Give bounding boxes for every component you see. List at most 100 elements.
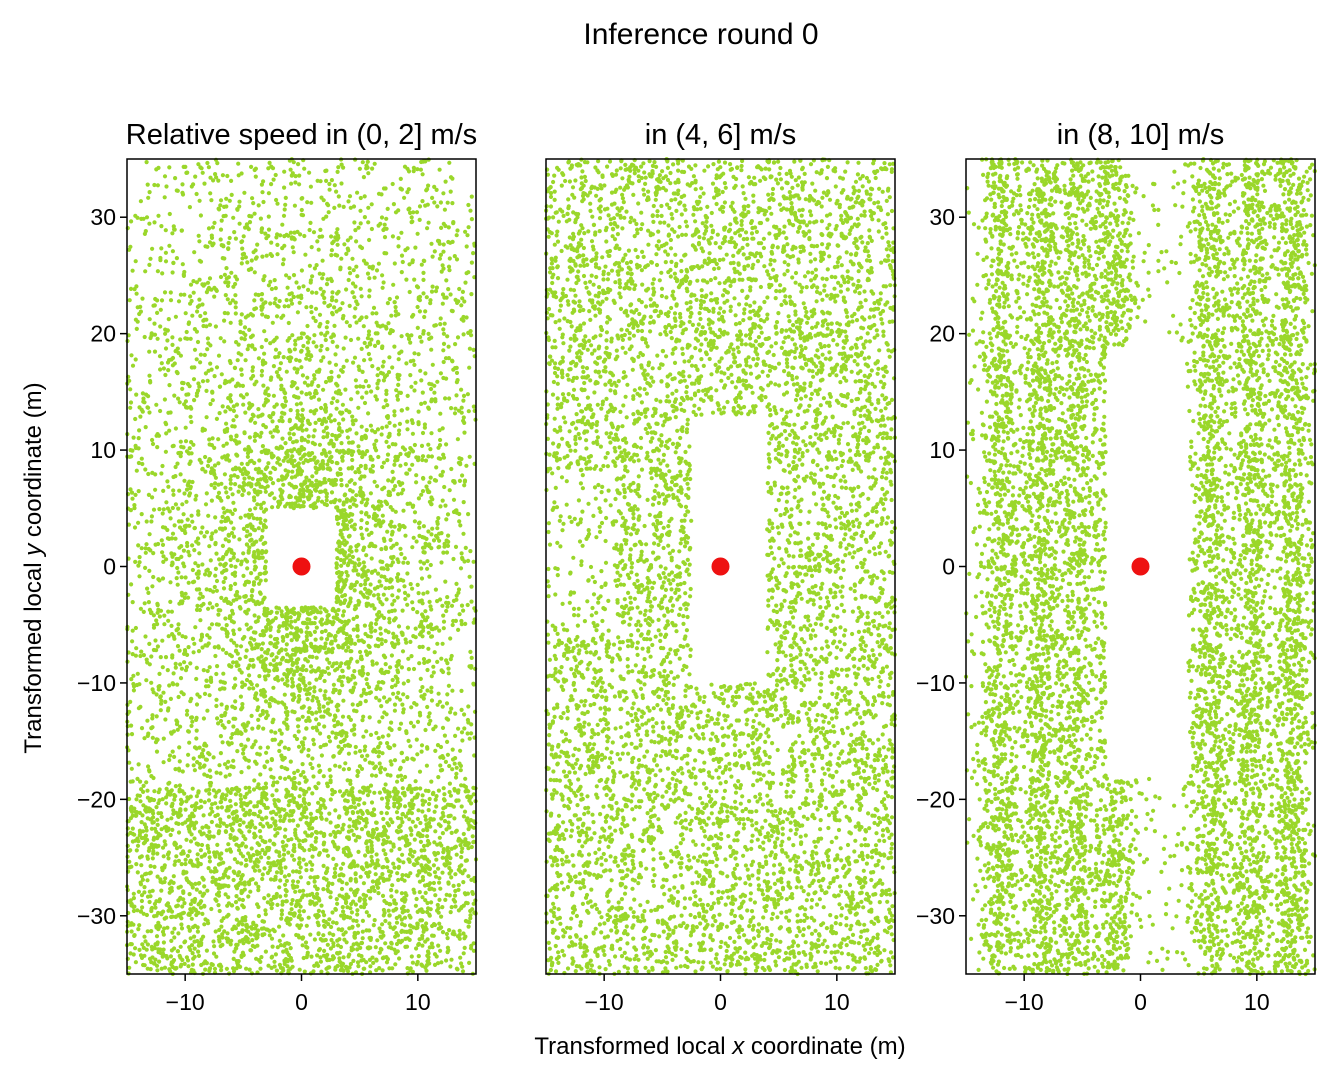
scatter-point [346, 751, 351, 756]
scatter-point [168, 696, 173, 702]
scatter-point [177, 759, 182, 764]
scatter-point [334, 406, 339, 411]
scatter-point [295, 628, 300, 634]
scatter-point [173, 464, 178, 470]
scatter-point [307, 706, 312, 711]
scatter-point [319, 669, 324, 674]
scatter-point [219, 372, 224, 377]
scatter-point [258, 745, 263, 750]
scatter-point [158, 367, 163, 372]
scatter-point [276, 478, 281, 483]
scatter-point [449, 466, 454, 472]
scatter-point [199, 751, 205, 756]
scatter-point [397, 767, 403, 772]
scatter-point [240, 472, 245, 477]
scatter-point [214, 671, 219, 677]
scatter-point [463, 229, 468, 234]
scatter-point [439, 225, 444, 230]
scatter-point [425, 667, 430, 673]
scatter-point [231, 685, 236, 690]
scatter-point [360, 718, 365, 723]
scatter-point [165, 479, 170, 484]
scatter-point [186, 729, 191, 734]
scatter-point [158, 708, 163, 713]
scatter-point [270, 434, 275, 439]
scatter-point [452, 411, 458, 416]
scatter-point [296, 744, 302, 749]
scatter-point [314, 408, 319, 413]
scatter-point [318, 348, 323, 353]
scatter-point [193, 174, 198, 179]
scatter-point [292, 237, 297, 242]
scatter-point [342, 593, 348, 598]
scatter-point [286, 803, 291, 808]
scatter-point [262, 674, 268, 679]
scatter-point [239, 670, 244, 675]
scatter-point [273, 699, 278, 704]
scatter-point [446, 717, 451, 722]
scatter-point [327, 360, 332, 365]
scatter-point [312, 621, 317, 626]
scatter-point [225, 740, 230, 745]
scatter-point [226, 895, 231, 900]
scatter-point [226, 884, 231, 889]
scatter-point [381, 280, 386, 285]
scatter-point [409, 832, 414, 837]
scatter-point [184, 392, 189, 397]
scatter-point [281, 213, 287, 218]
scatter-point [202, 534, 207, 539]
scatter-point [189, 451, 194, 456]
scatter-point [128, 508, 133, 513]
scatter-point [228, 320, 233, 325]
scatter-point [304, 692, 309, 697]
scatter-point [429, 431, 434, 436]
scatter-point [213, 515, 218, 520]
scatter-point [194, 676, 199, 682]
scatter-point [423, 309, 428, 314]
scatter-point [363, 699, 368, 704]
scatter-point [438, 371, 443, 376]
scatter-point [231, 758, 236, 763]
scatter-point [360, 574, 365, 579]
scatter-point [458, 768, 463, 773]
scatter-point [288, 615, 293, 620]
scatter-point [153, 487, 158, 492]
scatter-point [447, 763, 452, 769]
scatter-point [204, 678, 209, 683]
scatter-point [440, 704, 445, 709]
scatter-point [212, 485, 217, 490]
scatter-point [304, 427, 309, 432]
scatter-point [356, 364, 361, 369]
scatter-point [206, 641, 211, 646]
scatter-point [151, 507, 157, 512]
scatter-point [407, 857, 412, 862]
scatter-point [219, 218, 224, 223]
scatter-point [432, 249, 437, 254]
scatter-point [140, 296, 145, 301]
scatter-point [350, 457, 355, 463]
scatter-point [212, 374, 217, 379]
scatter-point [259, 368, 265, 374]
scatter-point [282, 745, 287, 750]
scatter-point [461, 880, 466, 885]
scatter-point [325, 347, 330, 352]
scatter-point [174, 256, 179, 261]
scatter-point [228, 481, 233, 486]
scatter-point [444, 608, 449, 614]
scatter-point [198, 591, 203, 596]
scatter-point [396, 480, 401, 485]
scatter-point [325, 320, 330, 325]
scatter-point [137, 682, 142, 687]
scatter-point [363, 744, 368, 749]
scatter-point [144, 678, 149, 683]
scatter-point [261, 658, 266, 663]
scatter-point [362, 340, 367, 346]
scatter-point [177, 783, 182, 788]
scatter-point [193, 497, 198, 502]
scatter-point [344, 640, 349, 645]
scatter-point [225, 453, 230, 458]
scatter-point [416, 455, 421, 460]
scatter-point [425, 688, 430, 693]
scatter-point [131, 435, 136, 440]
scatter-point [316, 722, 321, 727]
